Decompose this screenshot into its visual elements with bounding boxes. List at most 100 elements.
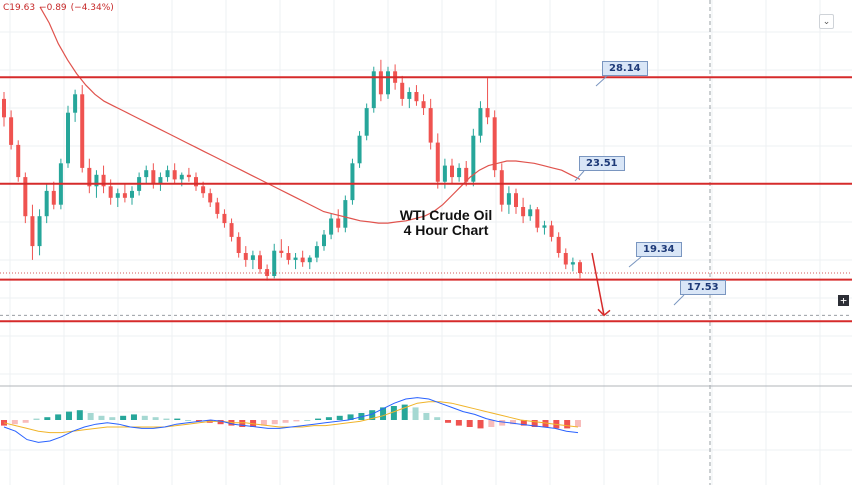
candle-body <box>94 174 99 187</box>
label-leader-line <box>574 170 585 182</box>
macd-histogram-bar <box>531 420 538 427</box>
candle-body <box>179 174 184 180</box>
macd-histogram-bar <box>55 414 62 420</box>
candle-body <box>457 167 462 178</box>
candle-body <box>250 255 255 260</box>
candle-body <box>194 177 198 187</box>
candle-body <box>101 174 106 187</box>
chart-title: WTI Crude Oil 4 Hour Chart <box>382 208 510 238</box>
candle-body <box>428 108 433 143</box>
macd-histogram-bar <box>477 420 484 429</box>
close-value: C19.63 <box>3 3 36 13</box>
macd-histogram-bar <box>434 417 441 420</box>
macd-histogram-bar <box>325 417 332 420</box>
macd-histogram-bar <box>217 420 224 425</box>
candle-body <box>556 236 561 253</box>
macd-histogram-bar <box>445 420 452 423</box>
level-label-19-34: 19.34 <box>636 242 682 257</box>
macd-histogram-bar <box>195 420 202 422</box>
candle-body <box>450 165 454 178</box>
candle-body <box>208 193 213 203</box>
level-label-23-51: 23.51 <box>579 156 625 171</box>
macd-histogram-bar <box>185 420 192 421</box>
chevron-down-icon[interactable]: ⌄ <box>819 14 834 29</box>
candle-body <box>279 250 284 253</box>
candle-body <box>2 98 6 118</box>
macd-histogram-bar <box>109 417 116 420</box>
macd-histogram-bar <box>87 413 94 420</box>
chart-title-line-1: WTI Crude Oil <box>399 207 493 223</box>
plus-icon[interactable]: + <box>838 295 849 306</box>
candle-body <box>87 167 92 187</box>
moving-average-line <box>39 6 581 224</box>
macd-histogram-bar <box>304 420 311 421</box>
candle-body <box>229 223 234 237</box>
candle-body <box>464 167 469 182</box>
level-label-17-53: 17.53 <box>680 280 726 295</box>
candle-body <box>151 170 156 184</box>
candle-body <box>236 236 241 253</box>
macd-histogram-bar <box>98 415 105 420</box>
candle-body <box>44 190 49 217</box>
macd-histogram-bar <box>510 420 517 425</box>
candle-body <box>172 170 177 180</box>
candle-body <box>371 71 376 109</box>
label-leader-line <box>595 75 608 87</box>
candle-body <box>542 225 547 228</box>
candle-body <box>66 112 70 164</box>
candle-body <box>400 82 405 99</box>
macd-histogram-bar <box>293 420 300 422</box>
candle-body <box>222 213 227 224</box>
macd-histogram-bar <box>141 415 148 420</box>
candle-body <box>16 144 21 178</box>
macd-histogram-bar <box>239 420 246 427</box>
macd-histogram-bar <box>575 420 581 427</box>
candle-body <box>201 186 206 194</box>
candle-body <box>186 174 191 178</box>
candle-body <box>570 262 575 265</box>
candle-body <box>421 101 426 109</box>
macd-histogram-bar <box>44 417 51 420</box>
candle-body <box>492 117 497 171</box>
macd-histogram-bar <box>22 420 29 423</box>
macd-histogram-bar <box>76 410 83 420</box>
macd-histogram-bar <box>455 420 462 426</box>
candle-body <box>386 71 390 95</box>
candle-body <box>73 94 78 113</box>
macd-histogram-bar <box>423 413 430 420</box>
candle-body <box>336 218 341 228</box>
macd-histogram-bar <box>65 411 72 420</box>
macd-histogram-bar <box>369 410 376 420</box>
candle-body <box>158 177 163 184</box>
candle-body <box>329 218 334 235</box>
candle-body <box>258 255 262 270</box>
candle-body <box>442 165 447 182</box>
candle-body <box>37 216 42 247</box>
candle-body <box>122 193 127 198</box>
candle-body <box>144 170 149 178</box>
macd-histogram-bar <box>564 420 571 429</box>
candle-body <box>51 190 56 205</box>
macd-histogram-bar <box>33 418 40 420</box>
projection-arrow-head <box>597 308 611 317</box>
candle-body <box>80 94 85 168</box>
candle-body <box>272 250 277 276</box>
macd-histogram-bar <box>499 420 506 426</box>
macd-histogram-bar <box>260 420 267 426</box>
candle-body <box>293 257 298 260</box>
candle-body <box>30 216 35 247</box>
macd-histogram-bar <box>130 414 137 420</box>
candle-body <box>378 71 383 95</box>
candle-body <box>435 142 440 182</box>
macd-histogram-bar <box>163 418 170 420</box>
candle-body <box>215 202 220 214</box>
candle-body <box>563 253 568 265</box>
candle-body <box>23 177 28 217</box>
candle-body <box>506 193 511 205</box>
candle-body <box>499 170 504 205</box>
candle-body <box>314 246 319 258</box>
macd-histogram-bar <box>120 415 127 420</box>
macd-histogram-bar <box>336 415 343 420</box>
macd-histogram-bar <box>315 418 322 420</box>
candle-body <box>478 108 483 136</box>
